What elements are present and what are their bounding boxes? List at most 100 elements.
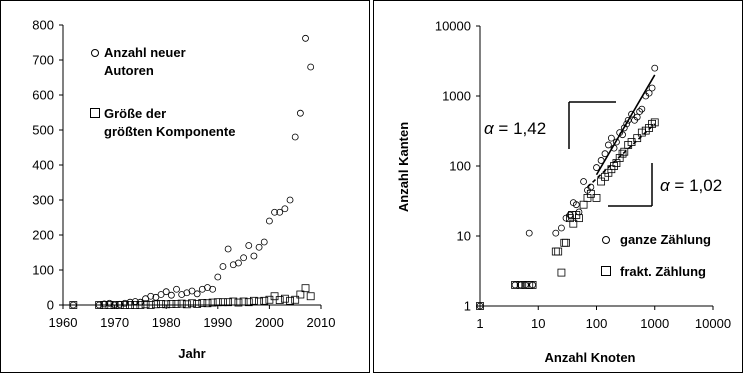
data-point-square xyxy=(229,297,238,306)
data-point-circle xyxy=(291,133,299,141)
y-axis-title: Anzahl Kanten xyxy=(396,122,411,212)
y-tick-label: 0 xyxy=(47,298,54,313)
slope-value: = 1,42 xyxy=(494,119,546,138)
data-point-circle xyxy=(224,245,232,253)
data-point-square xyxy=(296,290,305,299)
data-point-circle xyxy=(633,113,641,121)
data-point-circle xyxy=(620,124,628,132)
data-point-square xyxy=(69,301,78,309)
data-point-circle xyxy=(476,302,484,310)
data-point-circle xyxy=(209,285,217,293)
data-point-circle xyxy=(604,141,612,149)
data-point-circle xyxy=(136,298,144,306)
data-point-square xyxy=(244,298,253,307)
y-tick-label: 200 xyxy=(32,228,54,243)
legend-label-line: Anzahl neuer Autoren xyxy=(104,45,186,78)
x-tick-label: 100 xyxy=(586,316,608,331)
data-point-circle xyxy=(152,293,160,301)
right-chart-panel: 1 10 100 1000 10000 1 10 100 1000 10000 α = 1,42 … xyxy=(373,0,743,373)
data-point-square xyxy=(286,296,294,305)
legend-label-line: Autoren xyxy=(104,63,154,78)
data-point-circle xyxy=(623,120,631,128)
data-point-square xyxy=(511,281,519,289)
data-point-square xyxy=(291,295,300,304)
data-point-circle xyxy=(214,273,222,281)
data-point-circle xyxy=(525,229,533,237)
x-tick-label: 1960 xyxy=(49,315,78,330)
data-point-square xyxy=(615,154,624,162)
data-point-square xyxy=(569,219,578,228)
data-point-circle xyxy=(552,229,560,237)
data-point-square xyxy=(476,302,484,310)
x-tick-label: 10 xyxy=(531,316,545,331)
legend-label: ganze Zählung xyxy=(620,232,711,247)
data-point-circle xyxy=(302,34,309,42)
y-tick-label: 100 xyxy=(32,263,54,278)
trend-line xyxy=(595,74,656,176)
data-point-square xyxy=(151,300,160,309)
data-point-square xyxy=(100,301,109,309)
slope-value: = 1,02 xyxy=(670,176,722,195)
data-point-square xyxy=(250,296,258,305)
x-tick-label: 1970 xyxy=(100,315,129,330)
data-point-circle xyxy=(628,110,635,118)
x-axis-title: Jahr xyxy=(178,346,205,361)
data-point-square xyxy=(562,238,570,247)
legend-background xyxy=(592,227,740,289)
legend-entry-largest-component: Größe der größten Komponente xyxy=(90,106,235,139)
data-point-square xyxy=(131,301,140,309)
x-axis-title: Anzahl Knoten xyxy=(545,350,636,365)
data-point-square xyxy=(592,194,601,202)
alpha-symbol: α xyxy=(660,176,671,195)
y-tick-label: 600 xyxy=(32,88,54,103)
data-point-circle xyxy=(69,301,77,309)
data-point-circle xyxy=(296,109,304,117)
data-point-circle xyxy=(100,300,108,308)
x-tick-label: 1990 xyxy=(203,315,232,330)
data-point-circle xyxy=(286,196,294,204)
data-point-square xyxy=(193,300,202,308)
data-point-circle xyxy=(281,205,289,213)
data-point-square xyxy=(198,298,207,307)
y-tick-label: 300 xyxy=(32,193,54,208)
data-point-square xyxy=(208,298,217,307)
data-point-circle xyxy=(235,259,242,267)
y-tick-label: 400 xyxy=(32,158,54,173)
data-point-square xyxy=(126,301,134,309)
slope-annotation-lower: α = 1,02 xyxy=(660,176,722,195)
data-point-circle xyxy=(219,263,227,270)
legend-label-line: größten Komponente xyxy=(104,124,235,139)
right-legend: ganze Zählung frakt. Zählung xyxy=(592,227,740,289)
data-point-circle xyxy=(558,224,565,232)
y-tick-label: 100 xyxy=(449,159,471,174)
data-point-circle xyxy=(575,208,583,216)
data-point-square xyxy=(255,297,263,306)
data-point-square xyxy=(650,118,659,127)
data-point-square xyxy=(586,189,595,198)
data-point-circle xyxy=(271,208,278,216)
data-point-square xyxy=(203,299,212,308)
data-point-square xyxy=(516,281,525,289)
data-point-square xyxy=(234,298,243,307)
data-point-square xyxy=(110,301,119,309)
data-point-square xyxy=(146,301,155,309)
data-point-square xyxy=(551,247,560,256)
data-point-square xyxy=(579,200,588,209)
data-point-square xyxy=(575,214,583,223)
y-tick-label: 500 xyxy=(32,123,54,138)
data-point-square xyxy=(121,301,129,309)
data-point-square xyxy=(557,268,566,277)
data-point-square xyxy=(633,134,642,143)
data-point-square xyxy=(260,296,269,305)
data-point-square xyxy=(213,298,222,307)
data-point-circle xyxy=(147,292,155,300)
data-point-circle xyxy=(255,243,263,251)
legend-label-line: Anzahl neuer xyxy=(104,45,186,60)
data-point-square xyxy=(280,294,289,303)
y-tick-label: 1 xyxy=(464,299,471,314)
data-point-circle xyxy=(157,291,165,298)
data-point-circle xyxy=(167,291,175,299)
data-point-square xyxy=(618,149,627,158)
data-point-square xyxy=(239,297,248,306)
